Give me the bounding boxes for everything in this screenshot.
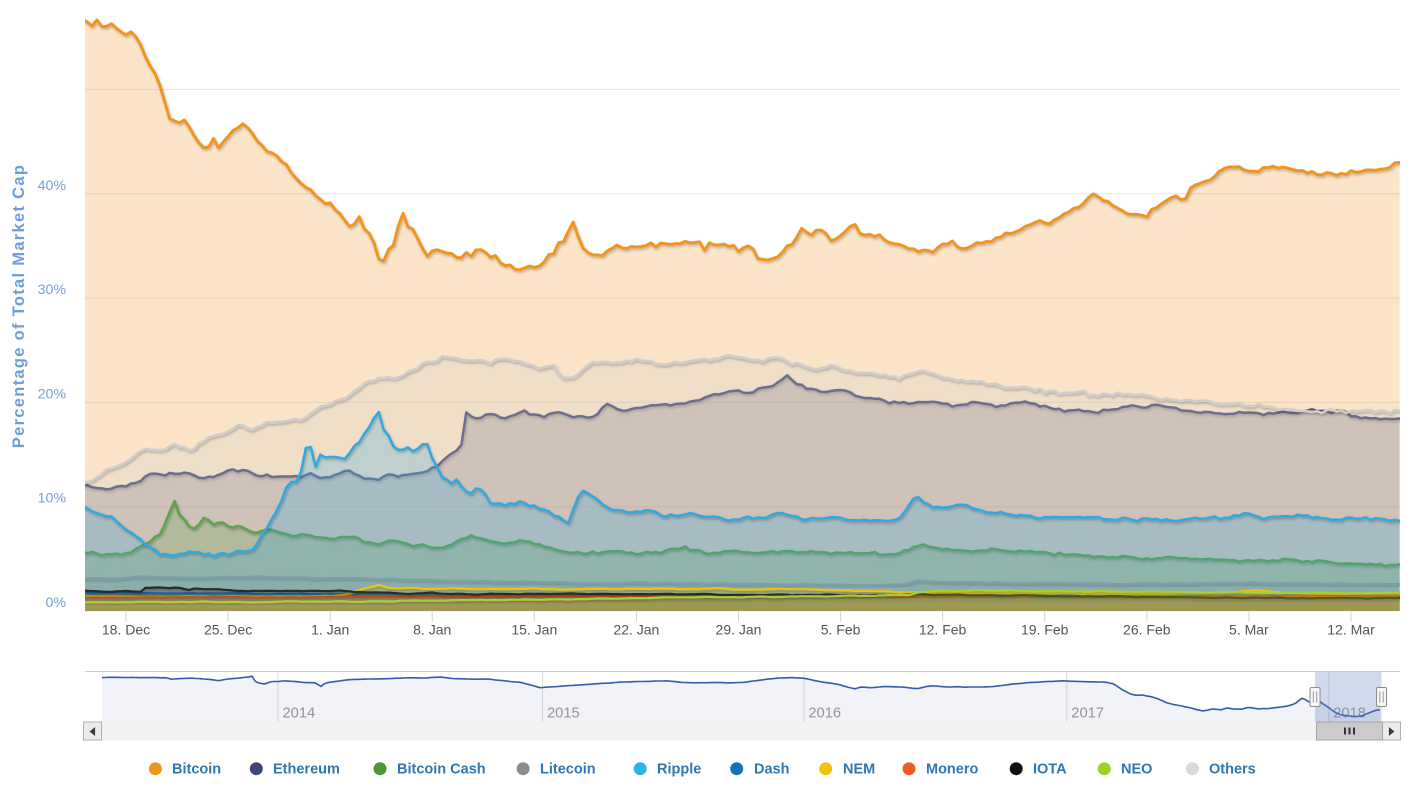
svg-text:5. Mar: 5. Mar bbox=[1229, 622, 1269, 638]
svg-text:19. Feb: 19. Feb bbox=[1021, 622, 1069, 638]
svg-text:40%: 40% bbox=[38, 178, 67, 194]
svg-text:Dash: Dash bbox=[754, 762, 789, 778]
svg-text:IOTA: IOTA bbox=[1033, 762, 1067, 778]
svg-text:22. Jan: 22. Jan bbox=[613, 622, 659, 638]
svg-text:20%: 20% bbox=[38, 386, 67, 402]
svg-text:Ethereum: Ethereum bbox=[273, 762, 340, 778]
svg-text:2018: 2018 bbox=[1333, 705, 1366, 721]
svg-text:2015: 2015 bbox=[547, 705, 580, 721]
svg-text:2016: 2016 bbox=[808, 705, 841, 721]
svg-text:2017: 2017 bbox=[1071, 705, 1104, 721]
svg-text:Ripple: Ripple bbox=[657, 762, 701, 778]
svg-text:12. Mar: 12. Mar bbox=[1327, 622, 1375, 638]
svg-text:1. Jan: 1. Jan bbox=[311, 622, 349, 638]
svg-text:15. Jan: 15. Jan bbox=[511, 622, 557, 638]
svg-text:12. Feb: 12. Feb bbox=[919, 622, 967, 638]
svg-text:30%: 30% bbox=[38, 282, 67, 298]
svg-text:Percentage of Total Market Cap: Percentage of Total Market Cap bbox=[10, 164, 28, 448]
svg-text:NEO: NEO bbox=[1121, 762, 1152, 778]
svg-text:Monero: Monero bbox=[926, 762, 979, 778]
svg-text:10%: 10% bbox=[38, 491, 67, 507]
svg-text:18. Dec: 18. Dec bbox=[102, 622, 150, 638]
svg-text:5. Feb: 5. Feb bbox=[821, 622, 861, 638]
svg-text:Bitcoin: Bitcoin bbox=[172, 762, 221, 778]
svg-text:29. Jan: 29. Jan bbox=[716, 622, 762, 638]
svg-text:8. Jan: 8. Jan bbox=[413, 622, 451, 638]
svg-text:25. Dec: 25. Dec bbox=[204, 622, 252, 638]
svg-text:26. Feb: 26. Feb bbox=[1123, 622, 1171, 638]
svg-text:NEM: NEM bbox=[843, 762, 875, 778]
svg-text:Bitcoin Cash: Bitcoin Cash bbox=[397, 762, 486, 778]
svg-text:2014: 2014 bbox=[283, 705, 316, 721]
svg-text:Others: Others bbox=[1209, 762, 1256, 778]
svg-text:Litecoin: Litecoin bbox=[540, 762, 596, 778]
svg-text:0%: 0% bbox=[45, 595, 66, 611]
